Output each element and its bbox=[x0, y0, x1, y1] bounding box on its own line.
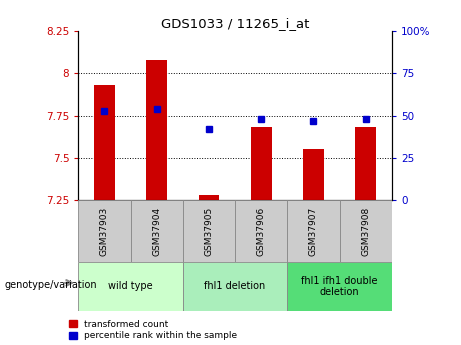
Bar bbox=[303, 149, 324, 200]
Text: GSM37908: GSM37908 bbox=[361, 207, 370, 256]
Bar bbox=[199, 195, 219, 200]
Bar bbox=[146, 60, 167, 200]
Bar bbox=[251, 127, 272, 200]
Text: GSM37906: GSM37906 bbox=[257, 207, 266, 256]
Text: fhl1 ifh1 double
deletion: fhl1 ifh1 double deletion bbox=[301, 276, 378, 297]
Bar bbox=[183, 262, 287, 310]
Legend: transformed count, percentile rank within the sample: transformed count, percentile rank withi… bbox=[69, 320, 237, 341]
Bar bbox=[130, 200, 183, 262]
Bar bbox=[235, 200, 287, 262]
Text: fhl1 deletion: fhl1 deletion bbox=[205, 282, 266, 291]
Text: GSM37903: GSM37903 bbox=[100, 207, 109, 256]
Bar bbox=[94, 85, 115, 200]
Title: GDS1033 / 11265_i_at: GDS1033 / 11265_i_at bbox=[161, 17, 309, 30]
Bar bbox=[183, 200, 235, 262]
Bar bbox=[78, 200, 130, 262]
Text: GSM37907: GSM37907 bbox=[309, 207, 318, 256]
Bar bbox=[355, 127, 376, 200]
Text: GSM37905: GSM37905 bbox=[205, 207, 213, 256]
Text: wild type: wild type bbox=[108, 282, 153, 291]
Bar bbox=[287, 200, 340, 262]
Text: GSM37904: GSM37904 bbox=[152, 207, 161, 256]
Bar bbox=[78, 262, 183, 310]
Text: genotype/variation: genotype/variation bbox=[5, 280, 97, 289]
Bar bbox=[287, 262, 392, 310]
Bar bbox=[340, 200, 392, 262]
